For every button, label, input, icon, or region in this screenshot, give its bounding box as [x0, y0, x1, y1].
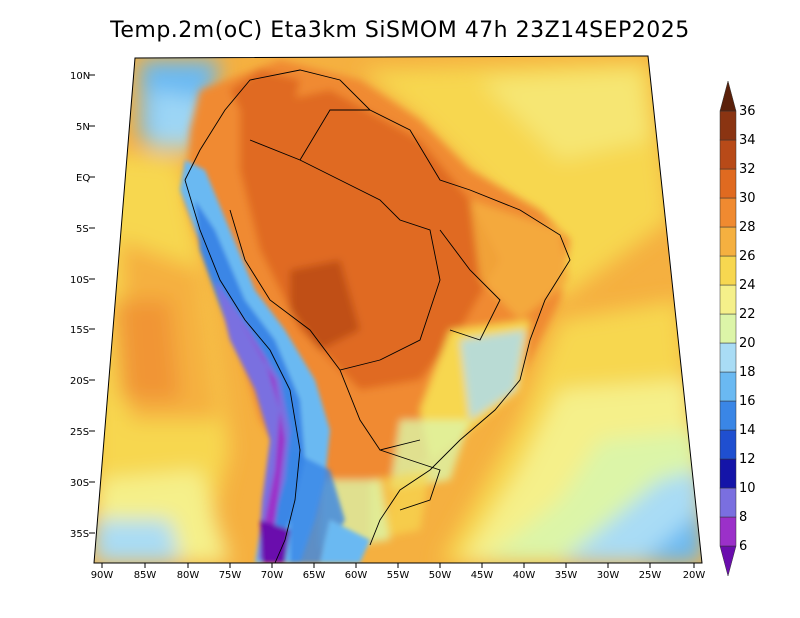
lat-tick-label: EQ	[76, 173, 90, 184]
colorbar-segment	[719, 168, 737, 199]
lat-tick-label: 15S	[70, 325, 89, 336]
lat-tick-label: 30S	[70, 478, 89, 489]
lon-tick-label: 35W	[555, 570, 578, 581]
colorbar-segment	[719, 226, 737, 257]
lon-tick-label: 75W	[219, 570, 242, 581]
colorbar-label: 34	[739, 133, 756, 148]
lon-tick-label: 50W	[429, 570, 452, 581]
colorbar-segment	[719, 429, 737, 460]
lat-tick-label: 10N	[70, 71, 90, 82]
colorbar-label: 32	[739, 162, 756, 177]
lat-tick-label: 5S	[76, 224, 89, 235]
lat-tick-label: 25S	[70, 427, 89, 438]
colorbar-label: 36	[739, 104, 756, 119]
lat-tick-label: 35S	[70, 529, 89, 540]
colorbar-segment	[719, 255, 737, 286]
colorbar-label: 26	[739, 249, 756, 264]
colorbar-segment	[719, 516, 737, 547]
colorbar-segment	[719, 487, 737, 518]
colorbar-label: 14	[739, 423, 756, 438]
lat-tick-label: 5N	[76, 122, 90, 133]
latitude-axis: 10N 5N EQ 5S 10S 15S 20S 25S 30S 35S	[70, 71, 95, 540]
lon-tick-label: 55W	[387, 570, 410, 581]
lon-tick-label: 85W	[134, 570, 157, 581]
colorbar-segment	[719, 400, 737, 431]
lon-tick-label: 90W	[91, 570, 114, 581]
colorbar-segment	[719, 284, 737, 315]
colorbar-label: 6	[739, 539, 747, 554]
colorbar-label: 22	[739, 307, 756, 322]
temperature-field	[94, 56, 702, 563]
lon-tick-label: 65W	[303, 570, 326, 581]
map-title: Temp.2m(oC) Eta3km SiSMOM 47h 23Z14SEP20…	[110, 18, 690, 43]
lon-tick-label: 80W	[177, 570, 200, 581]
colorbar-label: 10	[739, 481, 756, 496]
colorbar-segment	[719, 545, 737, 577]
colorbar-label: 20	[739, 336, 756, 351]
colorbar-segment	[719, 313, 737, 344]
colorbar-segment	[719, 139, 737, 170]
lon-tick-label: 20W	[683, 570, 706, 581]
colorbar-segment	[719, 458, 737, 489]
colorbar-label: 28	[739, 220, 756, 235]
lon-tick-label: 40W	[513, 570, 536, 581]
colorbar-label: 8	[739, 510, 747, 525]
colorbar-label: 30	[739, 191, 756, 206]
colorbar-segment	[719, 80, 737, 112]
lon-tick-label: 70W	[261, 570, 284, 581]
longitude-axis: 90W 85W 80W 75W 70W 65W 60W 55W 50W 45W …	[91, 562, 706, 581]
colorbar-segment	[719, 197, 737, 228]
lat-tick-label: 20S	[70, 376, 89, 387]
colorbar-labels: 36 34 32 30 28 26 24 22 20 18 16 14 12 1…	[739, 104, 756, 554]
colorbar-label: 18	[739, 365, 756, 380]
colorbar-label: 16	[739, 394, 756, 409]
colorbar-segment	[719, 110, 737, 141]
colorbar: 36 34 32 30 28 26 24 22 20 18 16 14 12 1…	[719, 80, 756, 577]
lon-tick-label: 60W	[345, 570, 368, 581]
colorbar-segment	[719, 342, 737, 373]
colorbar-segment	[719, 371, 737, 402]
colorbar-segments	[719, 80, 737, 577]
lon-tick-label: 30W	[597, 570, 620, 581]
colorbar-label: 12	[739, 452, 756, 467]
boundaries	[184, 69, 571, 564]
lat-tick-label: 10S	[70, 275, 89, 286]
colorbar-label: 24	[739, 278, 756, 293]
lon-tick-label: 25W	[639, 570, 662, 581]
lon-tick-label: 45W	[471, 570, 494, 581]
